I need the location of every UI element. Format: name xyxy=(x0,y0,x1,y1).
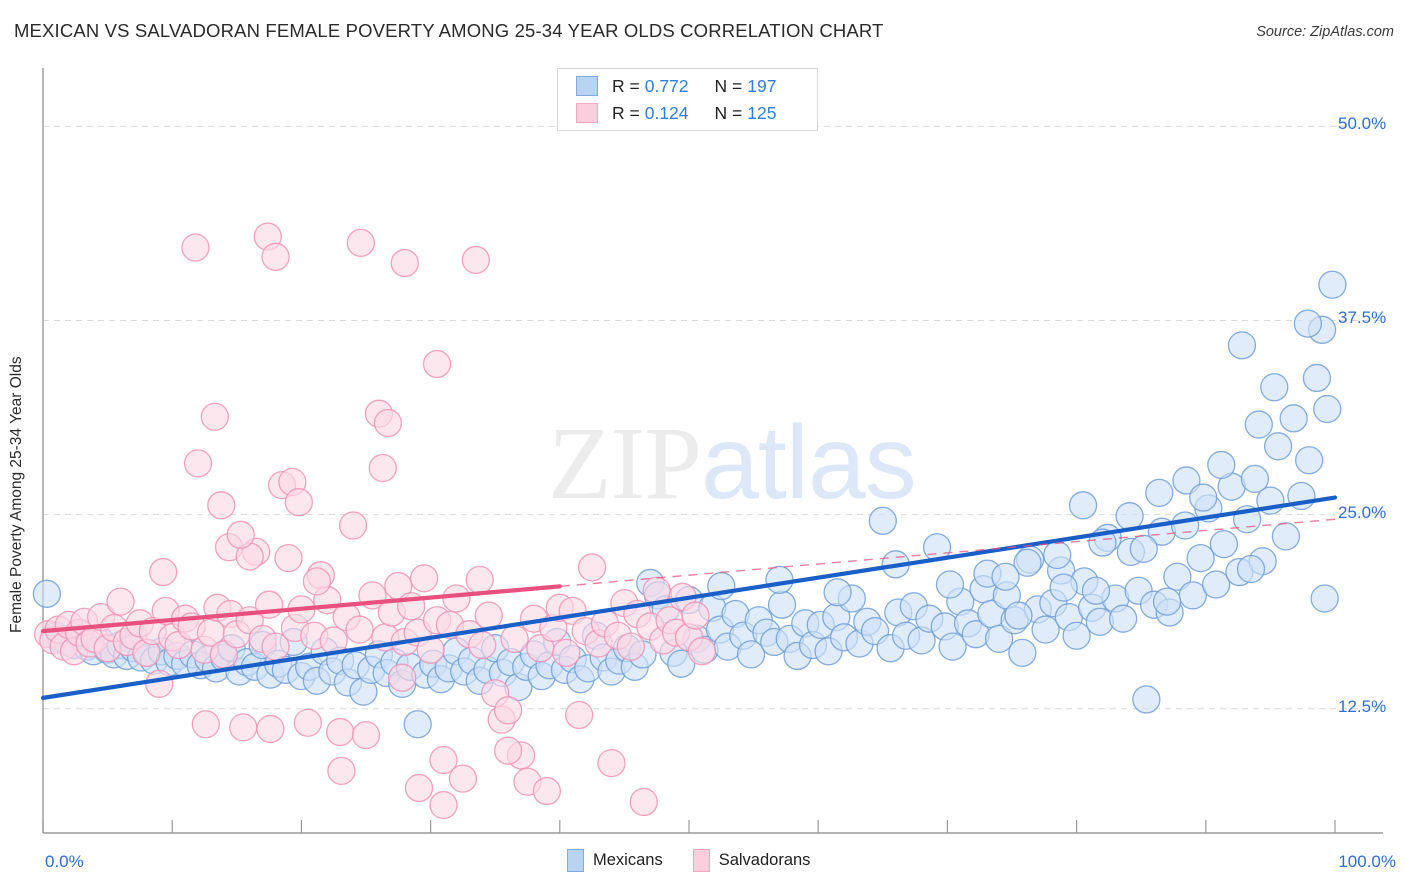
trendline-salvadorans xyxy=(40,584,562,634)
source-attribution: Source: ZipAtlas.com xyxy=(1256,24,1394,40)
trendline-mexicans xyxy=(40,495,1338,700)
y-tick-label-25: 25.0% xyxy=(1338,502,1387,522)
n-value-salvadorans: 125 xyxy=(747,102,777,123)
series-legend: Mexicans Salvadorans xyxy=(567,849,832,872)
r-value-salvadorans: 0.124 xyxy=(644,102,689,123)
stats-row-salvadorans: R = 0.124 N = 125 xyxy=(576,100,776,126)
r-label-mexicans: R = xyxy=(612,75,640,96)
y-tick-label-37: 37.5% xyxy=(1338,308,1387,328)
legend-color-mexicans-icon xyxy=(567,849,584,872)
legend-swatch-mexicans-icon xyxy=(576,76,598,96)
page-title: MEXICAN VS SALVADORAN FEMALE POVERTY AMO… xyxy=(14,20,884,41)
x-tick-label-min: 0.0% xyxy=(45,852,84,871)
legend-label-salvadorans: Salvadorans xyxy=(718,851,811,869)
legend-label-mexicans: Mexicans xyxy=(593,851,663,869)
n-label-mexicans: N = xyxy=(714,75,743,96)
r-value-mexicans: 0.772 xyxy=(644,75,689,96)
y-tick-label-12: 12.5% xyxy=(1338,696,1387,716)
n-label-salvadorans: N = xyxy=(714,102,743,123)
x-tick-label-max: 100.0% xyxy=(1338,852,1396,871)
y-tick-label-50: 50.0% xyxy=(1338,114,1387,134)
stats-row-mexicans: R = 0.772 N = 197 xyxy=(576,73,776,99)
n-value-mexicans: 197 xyxy=(747,75,777,96)
legend-color-salvadorans-icon xyxy=(692,849,710,872)
r-label-salvadorans: R = xyxy=(612,102,640,123)
legend-swatch-salvadorans-icon xyxy=(576,103,598,123)
legend-item-mexicans[interactable]: Mexicans xyxy=(567,849,663,872)
points-salvadorans xyxy=(34,222,717,820)
trendline-dashed-salvadorans xyxy=(559,518,1336,588)
legend-item-salvadorans[interactable]: Salvadorans xyxy=(692,849,811,872)
correlation-stats-legend: R = 0.772 N = 197 R = 0.124 N = 125 xyxy=(557,68,818,131)
